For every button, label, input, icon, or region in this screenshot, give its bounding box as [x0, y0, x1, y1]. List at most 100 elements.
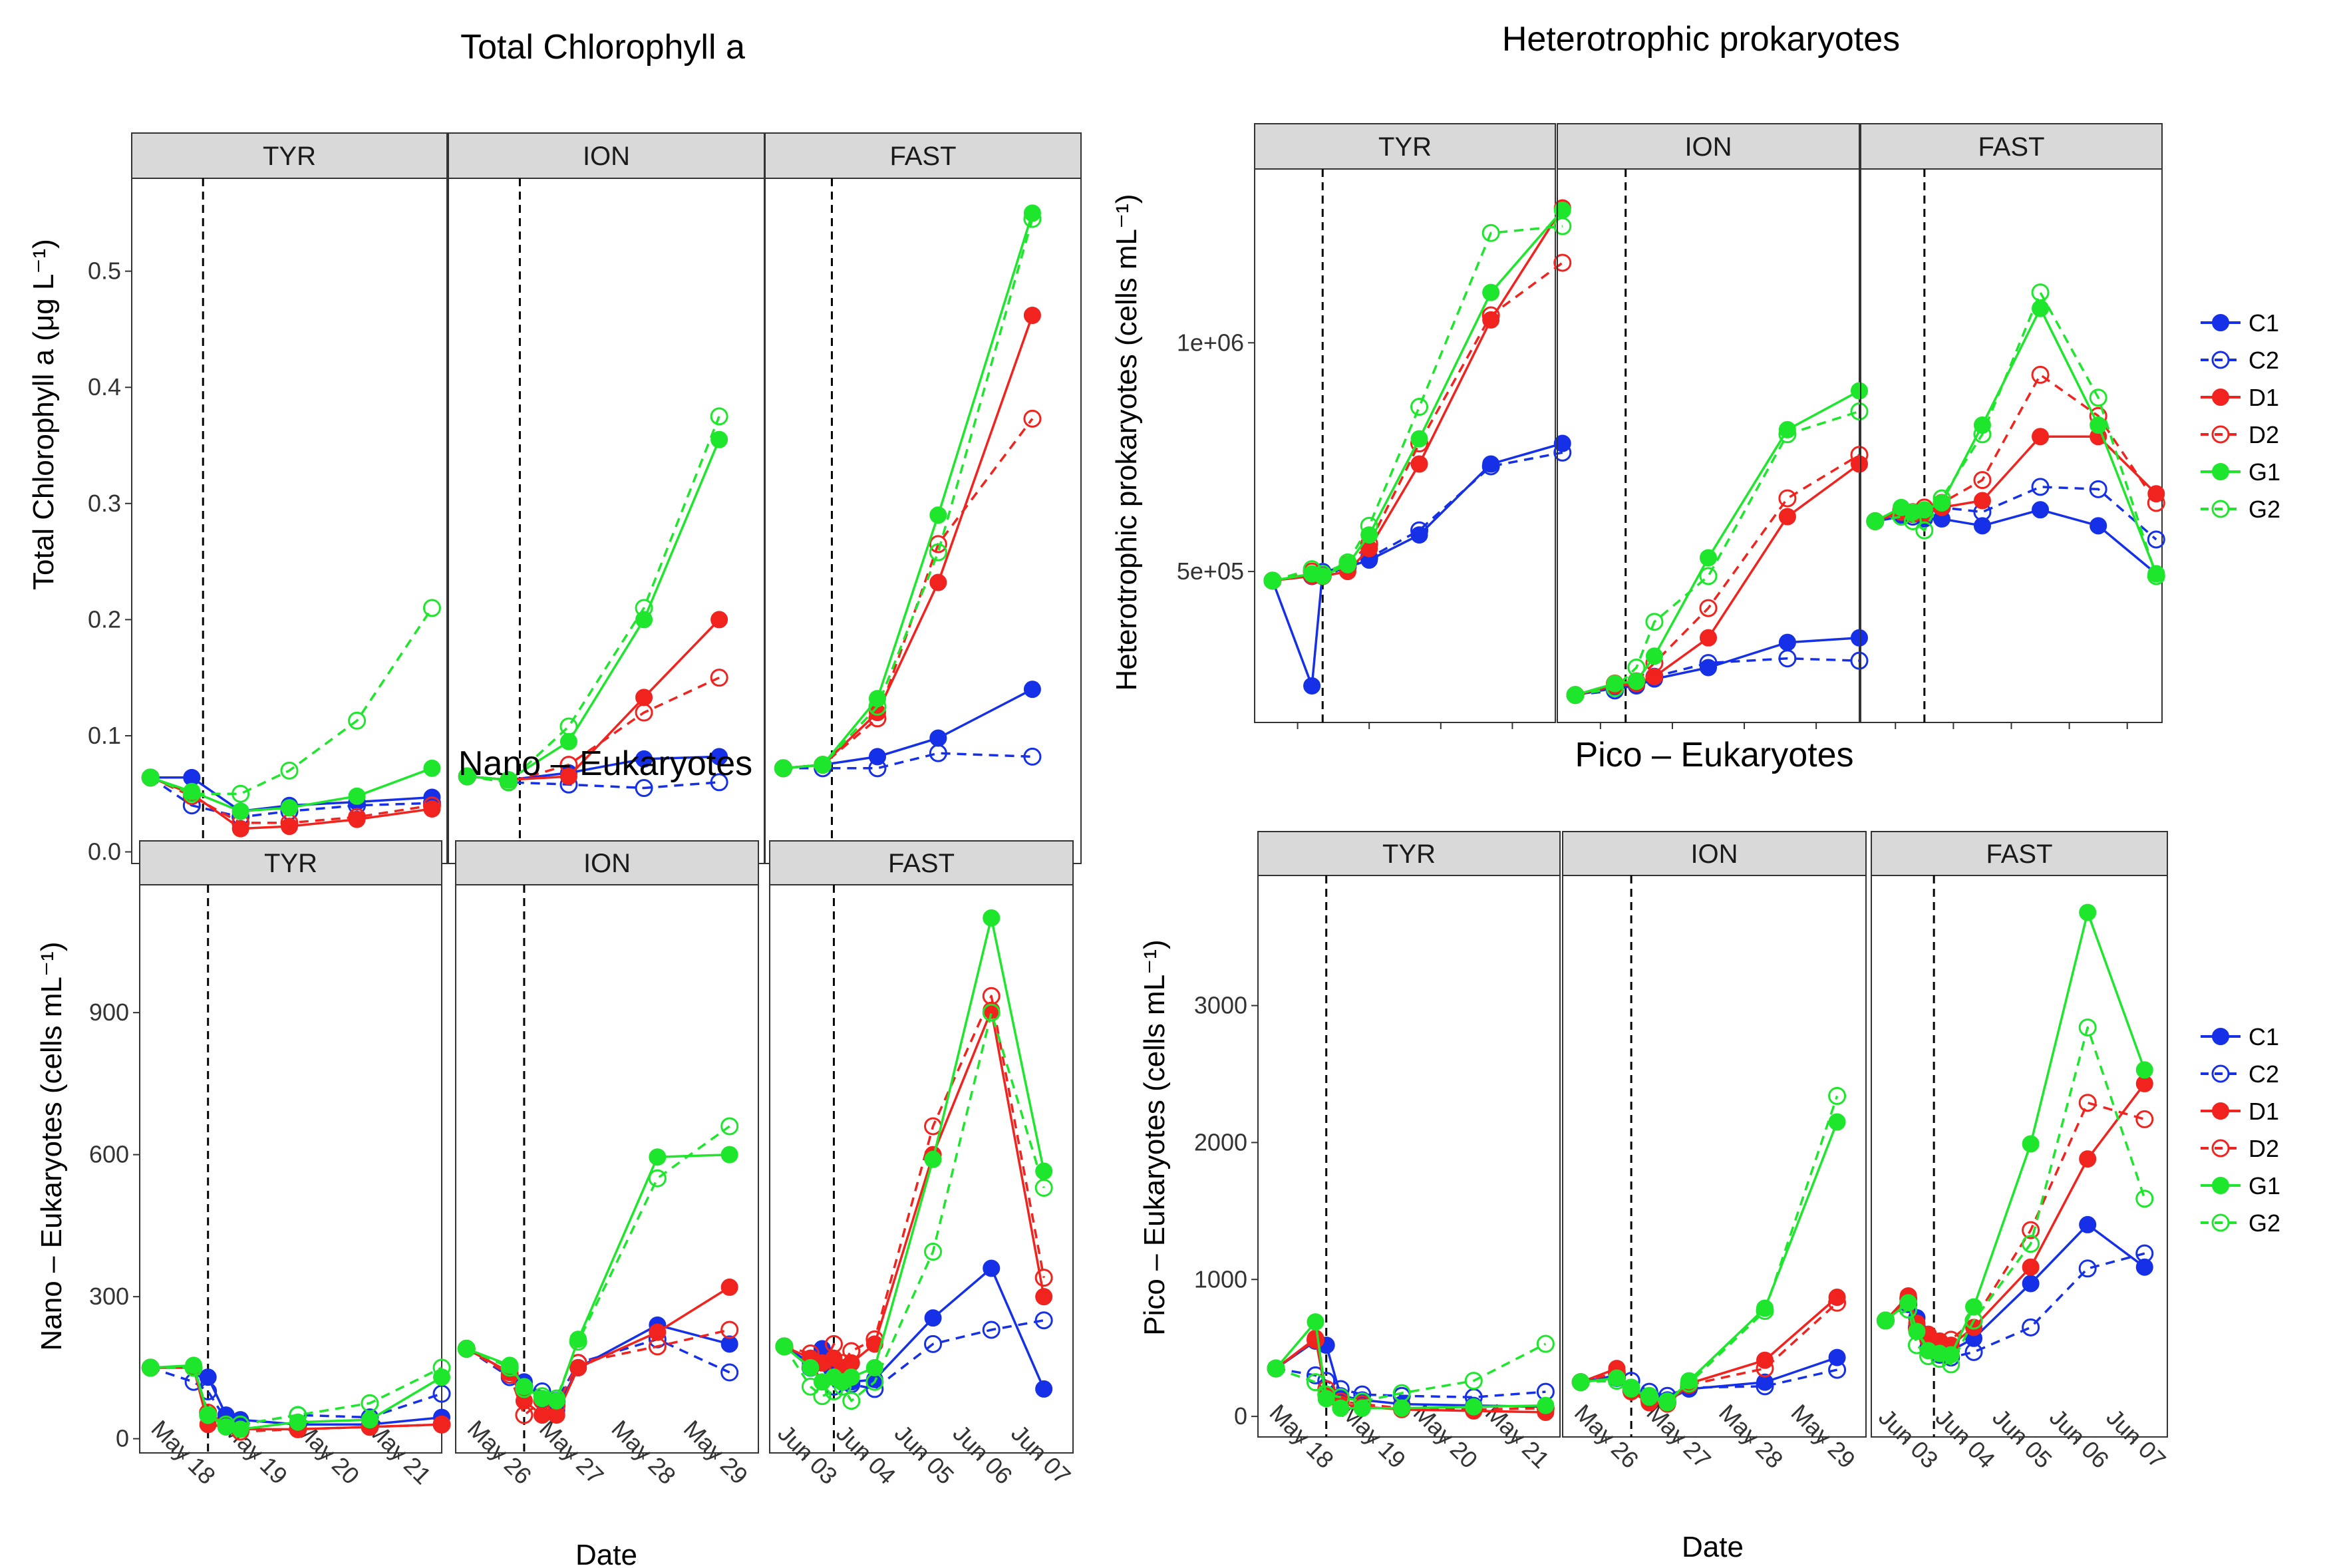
data-point-G1 [1482, 283, 1500, 301]
data-point-G2 [720, 1117, 739, 1136]
chart-title: Total Chlorophyll a [460, 28, 745, 67]
series-line-G2 [783, 218, 1034, 770]
data-point-G2 [824, 1382, 843, 1400]
series-line-G2 [150, 607, 433, 796]
data-point-D1 [569, 1358, 587, 1376]
data-point-G2 [533, 1387, 551, 1406]
facet-label: ION [583, 142, 630, 171]
series-line-G2 [1885, 1026, 2146, 1366]
panel-border [139, 884, 442, 1454]
data-point-G2 [1850, 402, 1869, 420]
data-point-G2 [547, 1389, 566, 1408]
data-point-C2 [1553, 443, 1572, 462]
data-point-D2 [635, 703, 653, 722]
data-point-D2 [1778, 489, 1797, 508]
x-tick-label: Jun 05 [1987, 1404, 2057, 1474]
facet-label: TYR [263, 142, 316, 171]
series-line-D2 [783, 418, 1034, 770]
data-point-G1 [983, 909, 1001, 927]
series-line-D2 [466, 1329, 730, 1416]
data-point-D2 [1023, 409, 1042, 428]
chart-3: Pico – Eukaryotes Pico – Eukaryotes (cell… [1138, 736, 2171, 1563]
series-G2 [1866, 283, 2165, 585]
data-point-G2 [813, 1387, 832, 1406]
data-point-G1 [2212, 463, 2229, 480]
data-point-D2 [1306, 1331, 1324, 1349]
data-point-G2 [1658, 1392, 1676, 1410]
data-point-G2 [1607, 1372, 1626, 1390]
data-point-C2 [1756, 1377, 1774, 1396]
data-point-C1 [1023, 681, 1041, 699]
facet-label: FAST [889, 142, 956, 171]
series-C2 [1267, 1359, 1555, 1406]
y-tick-label: 0.4 [88, 373, 121, 400]
y-tick-label: 1e+06 [1177, 329, 1244, 356]
data-point-D1 [720, 1278, 738, 1296]
data-point-C2 [924, 1334, 943, 1353]
data-point-G1 [1035, 1162, 1053, 1180]
facet-panel-fast: FAST [764, 132, 1082, 870]
series-D1 [1567, 455, 1868, 704]
facet-label: FAST [1978, 132, 2044, 162]
chart-title: Heterotrophic prokaryotes [1502, 20, 1900, 59]
facet-strip [764, 132, 1082, 179]
data-point-D1 [1851, 455, 1868, 473]
data-point-G1 [1908, 1323, 1926, 1340]
x-tick-label: Jun 06 [948, 1420, 1018, 1490]
data-point-G2 [1622, 1378, 1640, 1397]
data-point-G2 [814, 756, 832, 774]
data-point-D2 [1481, 306, 1500, 325]
data-point-G1 [1645, 647, 1663, 665]
data-point-G1 [1627, 673, 1645, 691]
facet-label: TYR [1378, 132, 1432, 162]
data-point-G2 [648, 1169, 667, 1187]
series-G2 [141, 1358, 451, 1434]
data-point-G1 [2212, 1177, 2229, 1194]
data-point-G2 [1306, 1373, 1324, 1392]
data-point-G2 [1605, 679, 1624, 697]
panel-border [1254, 168, 1556, 723]
data-point-D2 [710, 669, 728, 687]
data-point-C2 [2022, 1318, 2040, 1336]
data-point-G2 [1263, 571, 1282, 590]
data-point-C1 [1303, 677, 1321, 695]
y-axis-label: Total Chlorophyll a (μg L⁻¹) [27, 239, 60, 590]
data-point-G2 [1931, 1350, 1949, 1368]
data-point-D1 [281, 818, 298, 836]
data-point-C2 [2089, 480, 2107, 498]
data-point-G2 [422, 599, 441, 617]
data-point-G2 [1034, 1178, 1053, 1197]
series-G2 [141, 599, 441, 803]
y-tick-label: 5e+05 [1177, 557, 1244, 585]
data-point-C2 [982, 1321, 1001, 1339]
panel-border [764, 178, 1082, 864]
data-point-G2 [1933, 489, 1951, 508]
series-line-D2 [1272, 261, 1563, 582]
data-point-G2 [1899, 1301, 1918, 1319]
data-point-G1 [232, 802, 249, 820]
x-tick-label: May 28 [1714, 1399, 1788, 1474]
x-axis-label: Date [575, 1539, 637, 1568]
data-point-G2 [710, 407, 728, 426]
data-point-G2 [1892, 508, 1911, 526]
legend-label-D1: D1 [2249, 384, 2279, 411]
data-point-D2 [2031, 365, 2050, 384]
series-line-D1 [1885, 1082, 2146, 1346]
data-point-G2 [1915, 521, 1934, 540]
data-point-D1 [1035, 1288, 1053, 1306]
data-point-C1 [2135, 1258, 2153, 1276]
data-point-G2 [1481, 224, 1500, 242]
data-point-G1 [1393, 1399, 1411, 1417]
data-point-G2 [1876, 1311, 1895, 1330]
data-point-G2 [1464, 1372, 1483, 1390]
series-line-C2 [1272, 451, 1563, 582]
legend-label-G1: G1 [2249, 458, 2280, 486]
series-G1 [1567, 382, 1868, 704]
data-point-G2 [868, 697, 887, 716]
x-tick-label: May 26 [462, 1415, 537, 1490]
data-point-G2 [1392, 1384, 1411, 1402]
data-point-D2 [1828, 1293, 1847, 1312]
data-point-G2 [1553, 217, 1572, 235]
